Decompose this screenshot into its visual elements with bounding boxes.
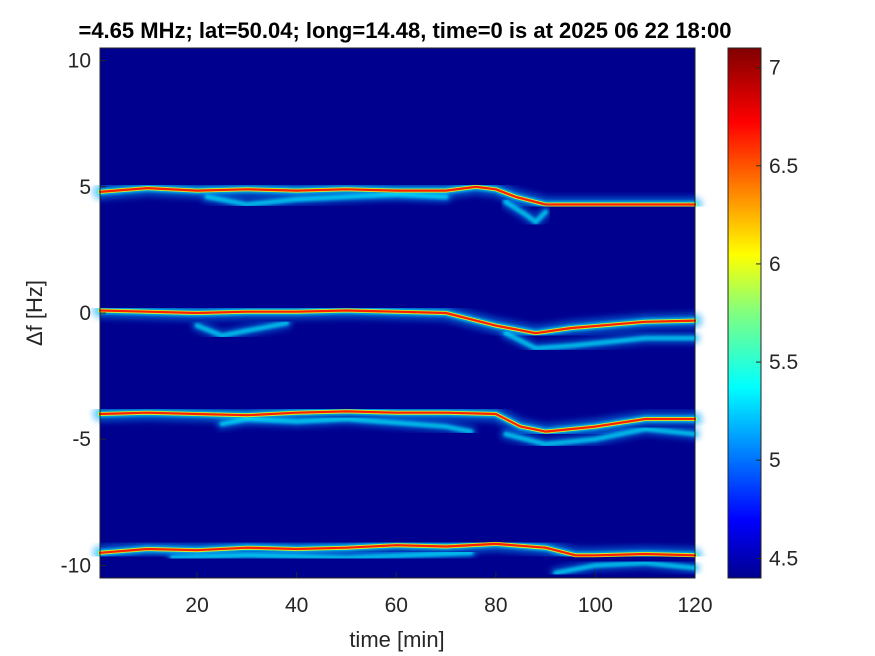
trace-m9-layer-3 bbox=[98, 542, 697, 557]
trace-0-layer-3 bbox=[98, 309, 697, 335]
chart-title: =4.65 MHz; lat=50.04; long=14.48, time=0… bbox=[78, 18, 731, 43]
colorbar-tick-label: 5 bbox=[769, 449, 781, 472]
x-tick-label: 120 bbox=[677, 594, 712, 617]
plot-area bbox=[92, 47, 703, 579]
y-tick-label: -5 bbox=[72, 428, 91, 451]
colorbar: 7 6.5 6 5.5 5 4.5 bbox=[727, 47, 798, 579]
x-tick-label: 100 bbox=[578, 594, 613, 617]
trace-m4-layer-3 bbox=[98, 410, 697, 433]
y-axis-ticks: 10 5 0 -5 -10 bbox=[61, 50, 106, 577]
trace-0-low-layer-1 bbox=[194, 320, 290, 339]
trace-0-tail-layer-1 bbox=[503, 330, 698, 351]
y-tick-label: -10 bbox=[61, 554, 91, 577]
colorbar-ticks: 7 6.5 6 5.5 5 4.5 bbox=[756, 57, 798, 570]
trace-m4-tail-layer-1 bbox=[503, 426, 698, 447]
trace-m9-low-layer-1 bbox=[169, 550, 474, 561]
x-tick-label: 60 bbox=[385, 594, 408, 617]
y-axis-label: Δf [Hz] bbox=[22, 280, 47, 346]
trace-m9-tail-layer-1 bbox=[553, 560, 698, 576]
x-axis-ticks: 20 40 60 80 100 120 bbox=[185, 572, 713, 617]
x-tick-label: 40 bbox=[285, 594, 308, 617]
trace-5-tail-layer-1 bbox=[503, 199, 549, 225]
colorbar-tick-label: 6 bbox=[769, 253, 781, 276]
x-tick-label: 80 bbox=[484, 594, 507, 617]
trace-layer bbox=[92, 178, 703, 579]
trace-5-low-layer-1 bbox=[204, 191, 449, 207]
trace-m4-low-layer-1 bbox=[219, 416, 474, 435]
colorbar-gradient bbox=[727, 47, 762, 579]
y-tick-label: 0 bbox=[79, 302, 91, 325]
x-axis-label: time [min] bbox=[349, 627, 444, 652]
y-tick-label: 10 bbox=[68, 50, 91, 73]
colorbar-tick-label: 4.5 bbox=[769, 547, 798, 570]
colorbar-tick-label: 5.5 bbox=[769, 351, 798, 374]
x-tick-label: 20 bbox=[185, 594, 208, 617]
trace-5-layer-3 bbox=[98, 185, 697, 206]
y-tick-label: 5 bbox=[79, 176, 91, 199]
colorbar-tick-label: 6.5 bbox=[769, 155, 798, 178]
colorbar-tick-label: 7 bbox=[769, 57, 781, 80]
